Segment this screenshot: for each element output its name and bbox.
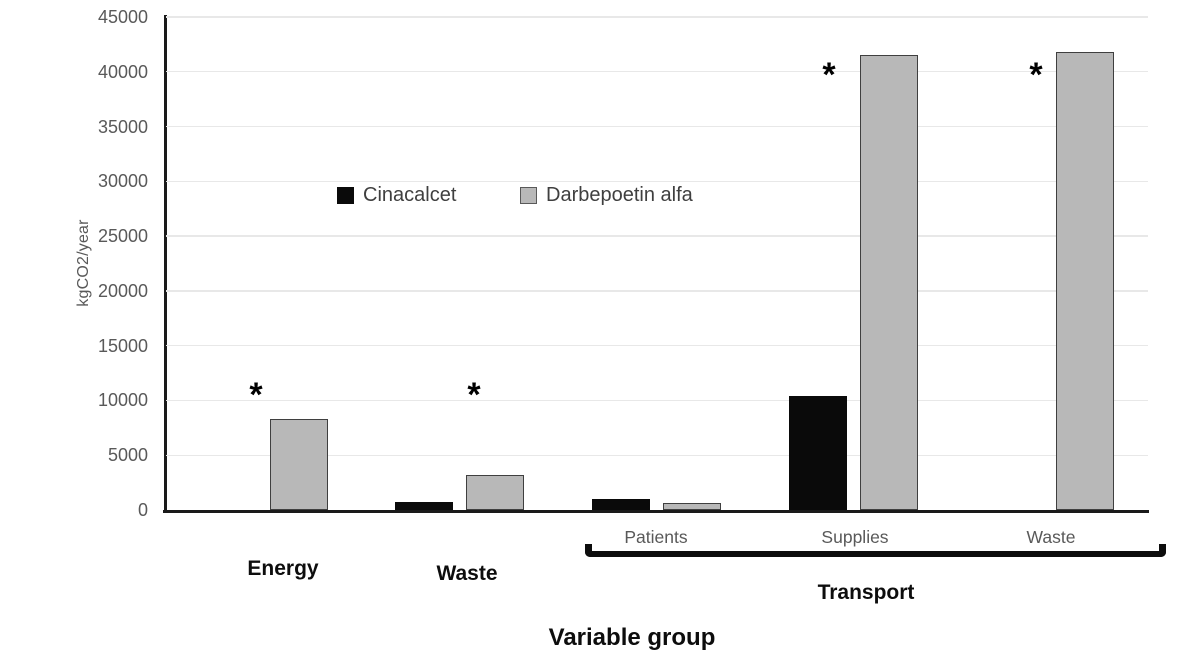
x-axis-line (163, 509, 1149, 513)
bar-darbepoetin-alfa-patients-2 (663, 502, 721, 510)
y-tick-label-15000: 15000 (97, 335, 148, 356)
y-tick-label-45000: 45000 (97, 7, 148, 27)
significance-asterisk-supplies: * (822, 56, 836, 94)
legend-item-darbepoetin-alfa: Darbepoetin alfa (520, 183, 693, 207)
bar-darbepoetin-alfa-waste-4 (1056, 52, 1115, 510)
y-tick-label-20000: 20000 (97, 280, 148, 301)
gridline-45000 (166, 16, 1148, 18)
gridline-35000 (166, 125, 1148, 128)
legend-swatch-cinacalcet (337, 186, 354, 204)
y-tick-label-35000: 35000 (97, 116, 148, 137)
category-label-waste: Waste (436, 562, 498, 585)
bar-darbepoetin-alfa-supplies-3 (859, 55, 918, 510)
gridline-25000 (166, 235, 1148, 237)
bar-cinacalcet-waste-1 (395, 501, 454, 510)
gridline-5000 (166, 454, 1148, 456)
bar-cinacalcet-supplies-3 (788, 396, 847, 510)
y-tick-label-10000: 10000 (97, 390, 148, 411)
y-tick-label-5000: 5000 (107, 445, 148, 466)
bar-darbepoetin-alfa-energy-0 (269, 419, 328, 510)
significance-asterisk-waste: * (467, 376, 481, 414)
y-tick-label-0: 0 (137, 500, 148, 520)
legend-label-cinacalcet: Cinacalcet (363, 183, 457, 206)
gridline-20000 (166, 290, 1148, 292)
gridline-40000 (166, 71, 1148, 73)
transport-group-bracket (585, 544, 1166, 557)
gridline-10000 (166, 399, 1148, 402)
category-label-energy: Energy (247, 557, 319, 580)
legend-item-cinacalcet: Cinacalcet (337, 183, 456, 207)
subcategory-label-patients: Patients (624, 527, 688, 547)
gridline-15000 (166, 344, 1148, 347)
gridline-30000 (166, 180, 1148, 183)
y-axis-line (164, 15, 167, 512)
y-tick-label-40000: 40000 (97, 61, 148, 82)
y-tick-label-25000: 25000 (97, 226, 148, 247)
category-label-transport: Transport (817, 581, 915, 604)
significance-asterisk-waste-transport-: * (1029, 56, 1043, 94)
legend-label-darbepoetin-alfa: Darbepoetin alfa (546, 183, 693, 206)
bar-cinacalcet-patients-2 (592, 499, 650, 510)
subcategory-label-supplies: Supplies (821, 527, 889, 547)
legend-swatch-darbepoetin-alfa (520, 186, 537, 204)
y-tick-label-30000: 30000 (97, 171, 148, 192)
subcategory-label-waste-transport: Waste (1026, 527, 1076, 547)
significance-asterisk-energy: * (249, 376, 263, 414)
bar-darbepoetin-alfa-waste-1 (466, 474, 525, 510)
x-axis-title: Variable group (548, 624, 716, 651)
